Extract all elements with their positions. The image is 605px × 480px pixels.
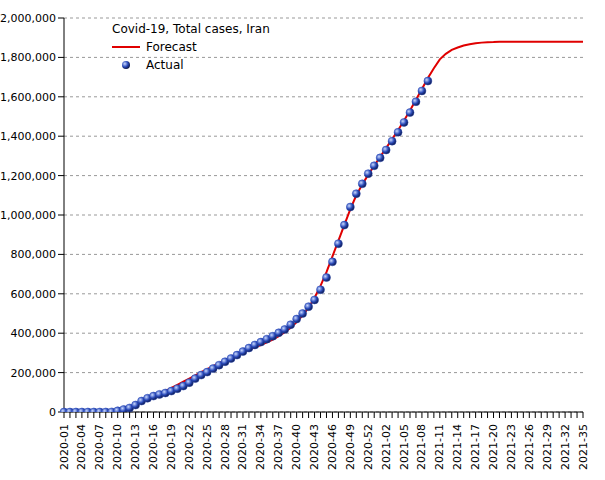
svg-text:2020-25: 2020-25 — [201, 424, 214, 470]
svg-text:2020-01: 2020-01 — [58, 424, 71, 470]
svg-text:2021-08: 2021-08 — [415, 424, 428, 470]
svg-text:2020-43: 2020-43 — [308, 424, 321, 470]
svg-text:2021-17: 2021-17 — [469, 424, 482, 470]
svg-text:2020-34: 2020-34 — [254, 424, 267, 470]
svg-text:2020-31: 2020-31 — [236, 424, 249, 470]
svg-text:2,000,000: 2,000,000 — [8, 12, 56, 25]
svg-text:2020-52: 2020-52 — [362, 424, 375, 470]
svg-text:2020-10: 2020-10 — [111, 424, 124, 470]
svg-text:2020-22: 2020-22 — [183, 424, 196, 470]
svg-text:1,600,000: 1,600,000 — [8, 91, 56, 104]
svg-text:2021-29: 2021-29 — [541, 424, 554, 470]
svg-text:2021-32: 2021-32 — [559, 424, 572, 470]
svg-text:600,000: 600,000 — [11, 288, 57, 301]
svg-text:2021-20: 2021-20 — [487, 424, 500, 470]
svg-text:2020-49: 2020-49 — [344, 424, 357, 470]
svg-text:2020-37: 2020-37 — [272, 424, 285, 470]
svg-text:2020-16: 2020-16 — [147, 424, 160, 470]
svg-text:2020-40: 2020-40 — [290, 424, 303, 470]
svg-text:2021-23: 2021-23 — [505, 424, 518, 470]
svg-text:1,000,000: 1,000,000 — [8, 209, 56, 222]
svg-text:2020-46: 2020-46 — [326, 424, 339, 470]
svg-text:1,800,000: 1,800,000 — [8, 51, 56, 64]
svg-text:2021-11: 2021-11 — [433, 424, 446, 470]
svg-text:2021-35: 2021-35 — [577, 424, 590, 470]
svg-text:0: 0 — [49, 406, 56, 419]
svg-text:2020-07: 2020-07 — [93, 424, 106, 470]
svg-text:2020-19: 2020-19 — [165, 424, 178, 470]
html-text:Actual: Actual — [146, 58, 184, 72]
svg-text:1,400,000: 1,400,000 — [8, 130, 56, 143]
svg-text:800,000: 800,000 — [11, 248, 57, 261]
html-text:Covid-19, Total cases, Iran: Covid-19, Total cases, Iran — [112, 22, 270, 36]
svg-text:2020-13: 2020-13 — [129, 424, 142, 470]
svg-text:400,000: 400,000 — [11, 327, 57, 340]
svg-text:2021-05: 2021-05 — [398, 424, 411, 470]
svg-text:2021-02: 2021-02 — [380, 424, 393, 470]
html-text:Forecast: Forecast — [146, 40, 197, 54]
svg-text:1,200,000: 1,200,000 — [8, 170, 56, 183]
svg-text:2021-14: 2021-14 — [451, 424, 464, 470]
svg-text:200,000: 200,000 — [11, 367, 57, 380]
svg-text:2021-26: 2021-26 — [523, 424, 536, 470]
svg-text:2020-28: 2020-28 — [219, 424, 232, 470]
svg-text:2020-04: 2020-04 — [75, 424, 88, 470]
